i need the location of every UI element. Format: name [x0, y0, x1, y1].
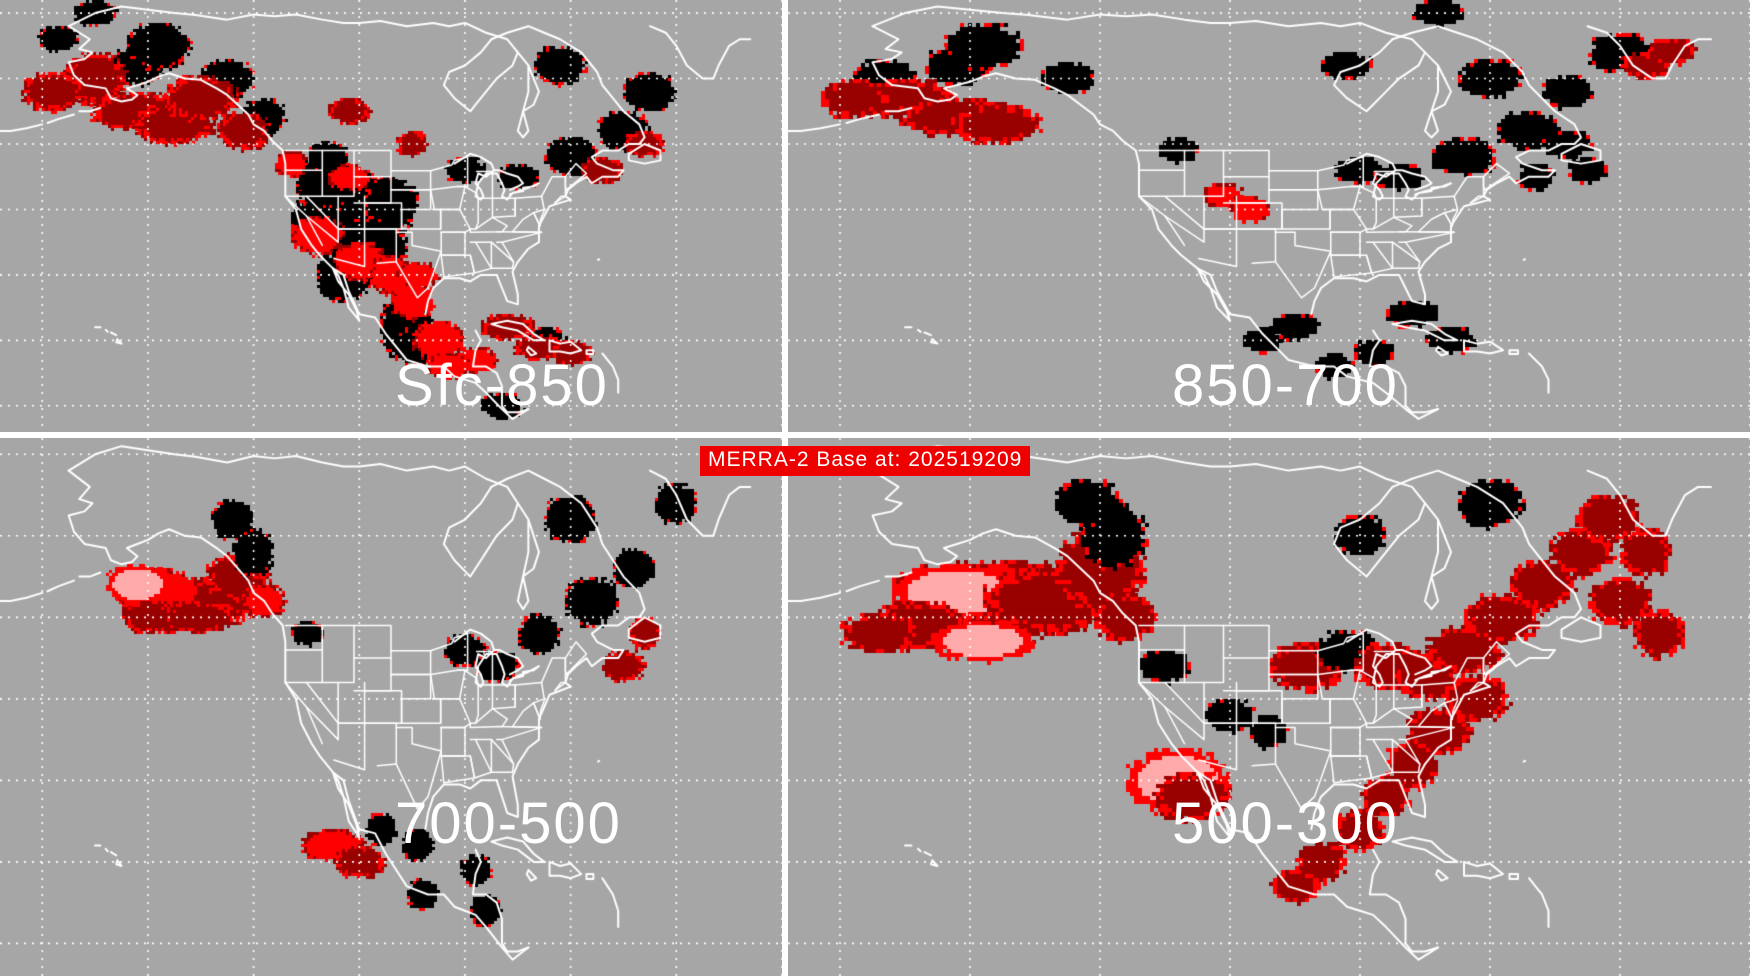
panel-850-700[interactable] — [788, 0, 1750, 432]
panel-divider-vertical — [782, 0, 788, 976]
panel-sfc-850-map — [0, 0, 782, 432]
panel-sfc-850[interactable] — [0, 0, 782, 432]
panel-divider-horizontal — [0, 432, 1750, 438]
panel-850-700-map — [788, 0, 1750, 432]
panel-500-300-map — [788, 438, 1750, 976]
panel-700-500[interactable] — [0, 438, 782, 976]
panel-500-300[interactable] — [788, 438, 1750, 976]
panel-700-500-map — [0, 438, 782, 976]
merra2-base-banner: MERRA-2 Base at: 202519209 — [700, 446, 1031, 477]
